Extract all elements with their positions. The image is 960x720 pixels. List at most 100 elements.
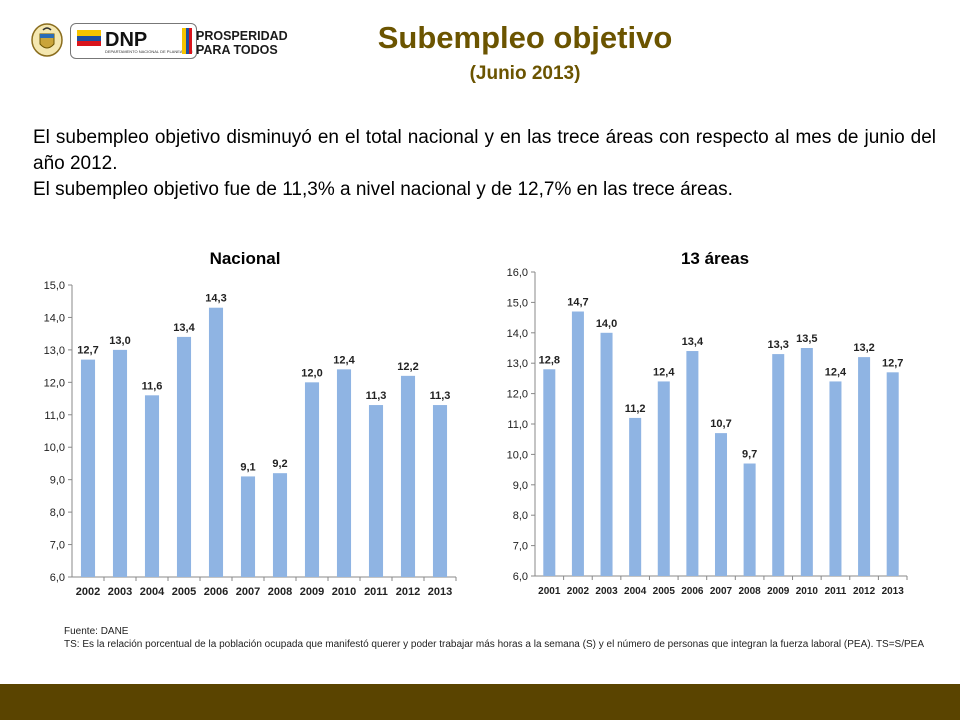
- data-label: 13,4: [682, 336, 704, 348]
- data-label: 12,2: [397, 361, 418, 373]
- intro-line-1: El subempleo objetivo disminuyó en el to…: [33, 127, 936, 174]
- x-tick-label: 2004: [140, 586, 165, 598]
- y-tick-label: 9,0: [50, 475, 65, 487]
- x-tick-label: 2009: [767, 586, 790, 597]
- bar: [657, 381, 670, 576]
- bar: [772, 354, 785, 576]
- footer-notes: Fuente: DANE TS: Es la relación porcentu…: [64, 625, 944, 651]
- bar-chart-13-areas: 6,0 7,0 8,0 9,0 10,0 11,0 12,0 13,0 14,0 15,0 16,0…: [507, 267, 908, 597]
- x-tick-label: 2010: [332, 586, 356, 598]
- x-tick-label: 2013: [882, 586, 905, 597]
- bar: [144, 395, 160, 577]
- bar: [208, 307, 224, 577]
- dnp-logo: DNP DEPARTAMENTO NACIONAL DE PLANEACIÓN: [70, 23, 197, 59]
- y-tick-label: 12,0: [44, 377, 65, 389]
- data-label: 12,4: [333, 354, 355, 366]
- data-label: 13,2: [853, 342, 874, 354]
- bar: [304, 382, 320, 577]
- prosperidad-line1: PROSPERIDAD: [196, 29, 288, 43]
- x-tick-label: 2007: [236, 586, 260, 598]
- intro-line-2: El subempleo objetivo fue de 11,3% a niv…: [33, 179, 733, 200]
- bar: [800, 348, 813, 576]
- x-tick-label: 2005: [653, 586, 676, 597]
- dnp-logo-text: DNP: [105, 29, 147, 51]
- y-tick-label: 8,0: [513, 510, 528, 522]
- header-logos: DNP DEPARTAMENTO NACIONAL DE PLANEACIÓN …: [30, 22, 300, 62]
- x-tick-label: 2010: [796, 586, 819, 597]
- bar: [886, 372, 899, 576]
- dnp-logo-subtext: DEPARTAMENTO NACIONAL DE PLANEACIÓN: [105, 49, 193, 54]
- bar: [629, 417, 642, 576]
- x-tick-label: 2007: [710, 586, 733, 597]
- x-tick-label: 2011: [825, 586, 847, 597]
- y-tick-label: 8,0: [50, 507, 65, 519]
- data-label: 13,3: [768, 339, 789, 351]
- data-label: 11,3: [366, 390, 387, 402]
- data-label: 13,4: [173, 322, 195, 334]
- bar: [829, 381, 842, 576]
- y-tick-label: 15,0: [507, 297, 528, 309]
- y-tick-label: 9,0: [513, 480, 528, 492]
- data-label: 12,0: [301, 367, 322, 379]
- data-label: 9,7: [742, 449, 757, 461]
- x-tick-label: 2002: [76, 586, 100, 598]
- data-label: 12,8: [539, 354, 560, 366]
- y-tick-label: 10,0: [507, 449, 528, 461]
- data-label: 14,0: [596, 318, 617, 330]
- x-tick-label: 2002: [567, 586, 590, 597]
- data-label: 11,2: [625, 403, 646, 415]
- y-tick-label: 13,0: [507, 358, 528, 370]
- data-label: 14,7: [567, 297, 588, 309]
- bar: [600, 332, 613, 576]
- bottom-bar: [0, 684, 960, 720]
- y-tick-label: 13,0: [44, 345, 65, 357]
- x-tick-label: 2012: [853, 586, 876, 597]
- colombia-seal-logo: [30, 22, 64, 58]
- x-tick-label: 2003: [595, 586, 618, 597]
- bar: [240, 476, 256, 577]
- chart-title-nacional: Nacional: [209, 249, 281, 268]
- x-tick-label: 2005: [172, 586, 196, 598]
- x-tick-label: 2008: [738, 586, 761, 597]
- page-title: Subempleo objetivo: [377, 20, 673, 55]
- chart-title-13-areas: 13 áreas: [680, 249, 750, 268]
- x-tick-label: 2003: [108, 586, 132, 598]
- bar: [432, 405, 448, 577]
- data-label: 12,7: [77, 345, 98, 357]
- data-label: 9,2: [272, 458, 287, 470]
- y-tick-label: 14,0: [44, 312, 65, 324]
- data-label: 13,0: [109, 335, 130, 347]
- x-tick-label: 2008: [268, 586, 292, 598]
- bar: [858, 357, 871, 576]
- data-label: 12,4: [653, 366, 675, 378]
- x-tick-label: 2013: [428, 586, 452, 598]
- data-label: 11,6: [142, 380, 163, 392]
- bar: [272, 473, 288, 577]
- page-subtitle: (Junio 2013): [469, 63, 581, 84]
- bar: [336, 369, 352, 577]
- data-label: 12,4: [825, 366, 847, 378]
- y-tick-label: 7,0: [50, 540, 65, 552]
- bar: [80, 359, 96, 577]
- prosperidad-line2: PARA TODOS: [196, 43, 278, 57]
- y-tick-label: 16,0: [507, 267, 528, 279]
- x-tick-label: 2001: [538, 586, 561, 597]
- y-tick-label: 11,0: [44, 410, 65, 422]
- bar: [368, 405, 384, 577]
- data-label: 14,3: [205, 293, 226, 305]
- x-tick-label: 2011: [364, 586, 388, 598]
- bar-chart-nacional: 6,0 7,0 8,0 9,0 10,0 11,0 12,0 13,0 14,0 15,0 12,7…: [44, 280, 457, 598]
- bar: [176, 336, 192, 577]
- bar: [543, 369, 556, 576]
- y-tick-label: 7,0: [513, 541, 528, 553]
- y-tick-label: 6,0: [513, 571, 528, 583]
- x-tick-label: 2004: [624, 586, 647, 597]
- data-label: 11,3: [430, 390, 451, 402]
- footer-source: Fuente: DANE: [64, 626, 129, 637]
- y-tick-label: 11,0: [507, 419, 528, 431]
- prosperidad-logo: PROSPERIDAD PARA TODOS: [180, 24, 305, 58]
- footer-note: TS: Es la relación porcentual de la pobl…: [64, 639, 925, 650]
- bar: [714, 433, 728, 576]
- bar: [571, 311, 584, 576]
- x-tick-label: 2006: [204, 586, 228, 598]
